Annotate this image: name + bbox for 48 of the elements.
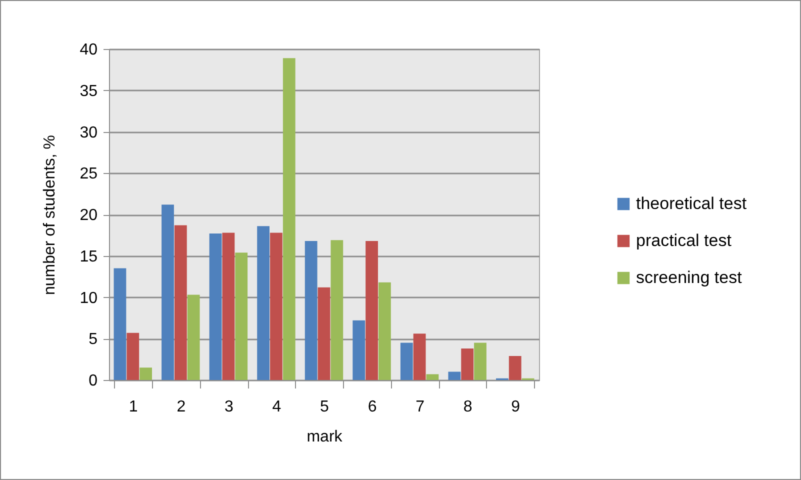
bar: [413, 334, 426, 380]
y-tick-label: 35: [80, 82, 98, 100]
x-tick-label: 9: [511, 398, 520, 416]
legend-label: theoretical test: [636, 194, 747, 213]
x-tick-label: 8: [463, 398, 472, 416]
bar: [126, 332, 140, 380]
y-tick-label: 40: [80, 42, 98, 58]
bar: [508, 356, 522, 380]
y-tick-label: 30: [80, 124, 98, 142]
bar: [400, 342, 413, 380]
bar: [270, 232, 282, 380]
bar: [318, 287, 330, 380]
bar: [282, 58, 296, 380]
bar: [140, 368, 152, 380]
legend-label: practical test: [636, 231, 732, 250]
x-tick-label: 1: [128, 398, 138, 416]
bar: [114, 268, 126, 380]
bar: [426, 374, 439, 380]
bar: [448, 372, 461, 380]
bar: [174, 225, 187, 380]
bar: [257, 226, 270, 380]
y-tick-label: 10: [80, 290, 98, 307]
bar: [235, 252, 248, 380]
y-tick-label: 20: [80, 207, 98, 224]
x-tick-label: 4: [272, 398, 282, 416]
bar: [352, 320, 366, 380]
x-axis-title: mark: [306, 428, 344, 446]
x-tick-label: 2: [176, 398, 186, 416]
bar: [461, 348, 474, 380]
y-axis-title: number of students, %: [42, 134, 59, 296]
x-tick-label: 7: [416, 398, 425, 416]
bar: [222, 232, 235, 380]
bar: [304, 240, 318, 380]
x-tick-label: 5: [320, 398, 330, 416]
bar: [366, 240, 378, 380]
bar: [378, 282, 391, 380]
bar: [162, 204, 174, 380]
bar: [474, 342, 486, 380]
bar: [187, 294, 200, 380]
y-tick-label: 5: [88, 331, 98, 348]
y-tick-label: 25: [80, 166, 98, 183]
bar: [330, 240, 344, 380]
legend-label: screening test: [636, 268, 742, 287]
y-tick-label: 0: [88, 372, 98, 390]
bar: [209, 234, 222, 380]
x-tick-label: 6: [368, 398, 377, 416]
y-tick-label: 15: [80, 248, 98, 266]
x-tick-label: 3: [224, 398, 234, 416]
